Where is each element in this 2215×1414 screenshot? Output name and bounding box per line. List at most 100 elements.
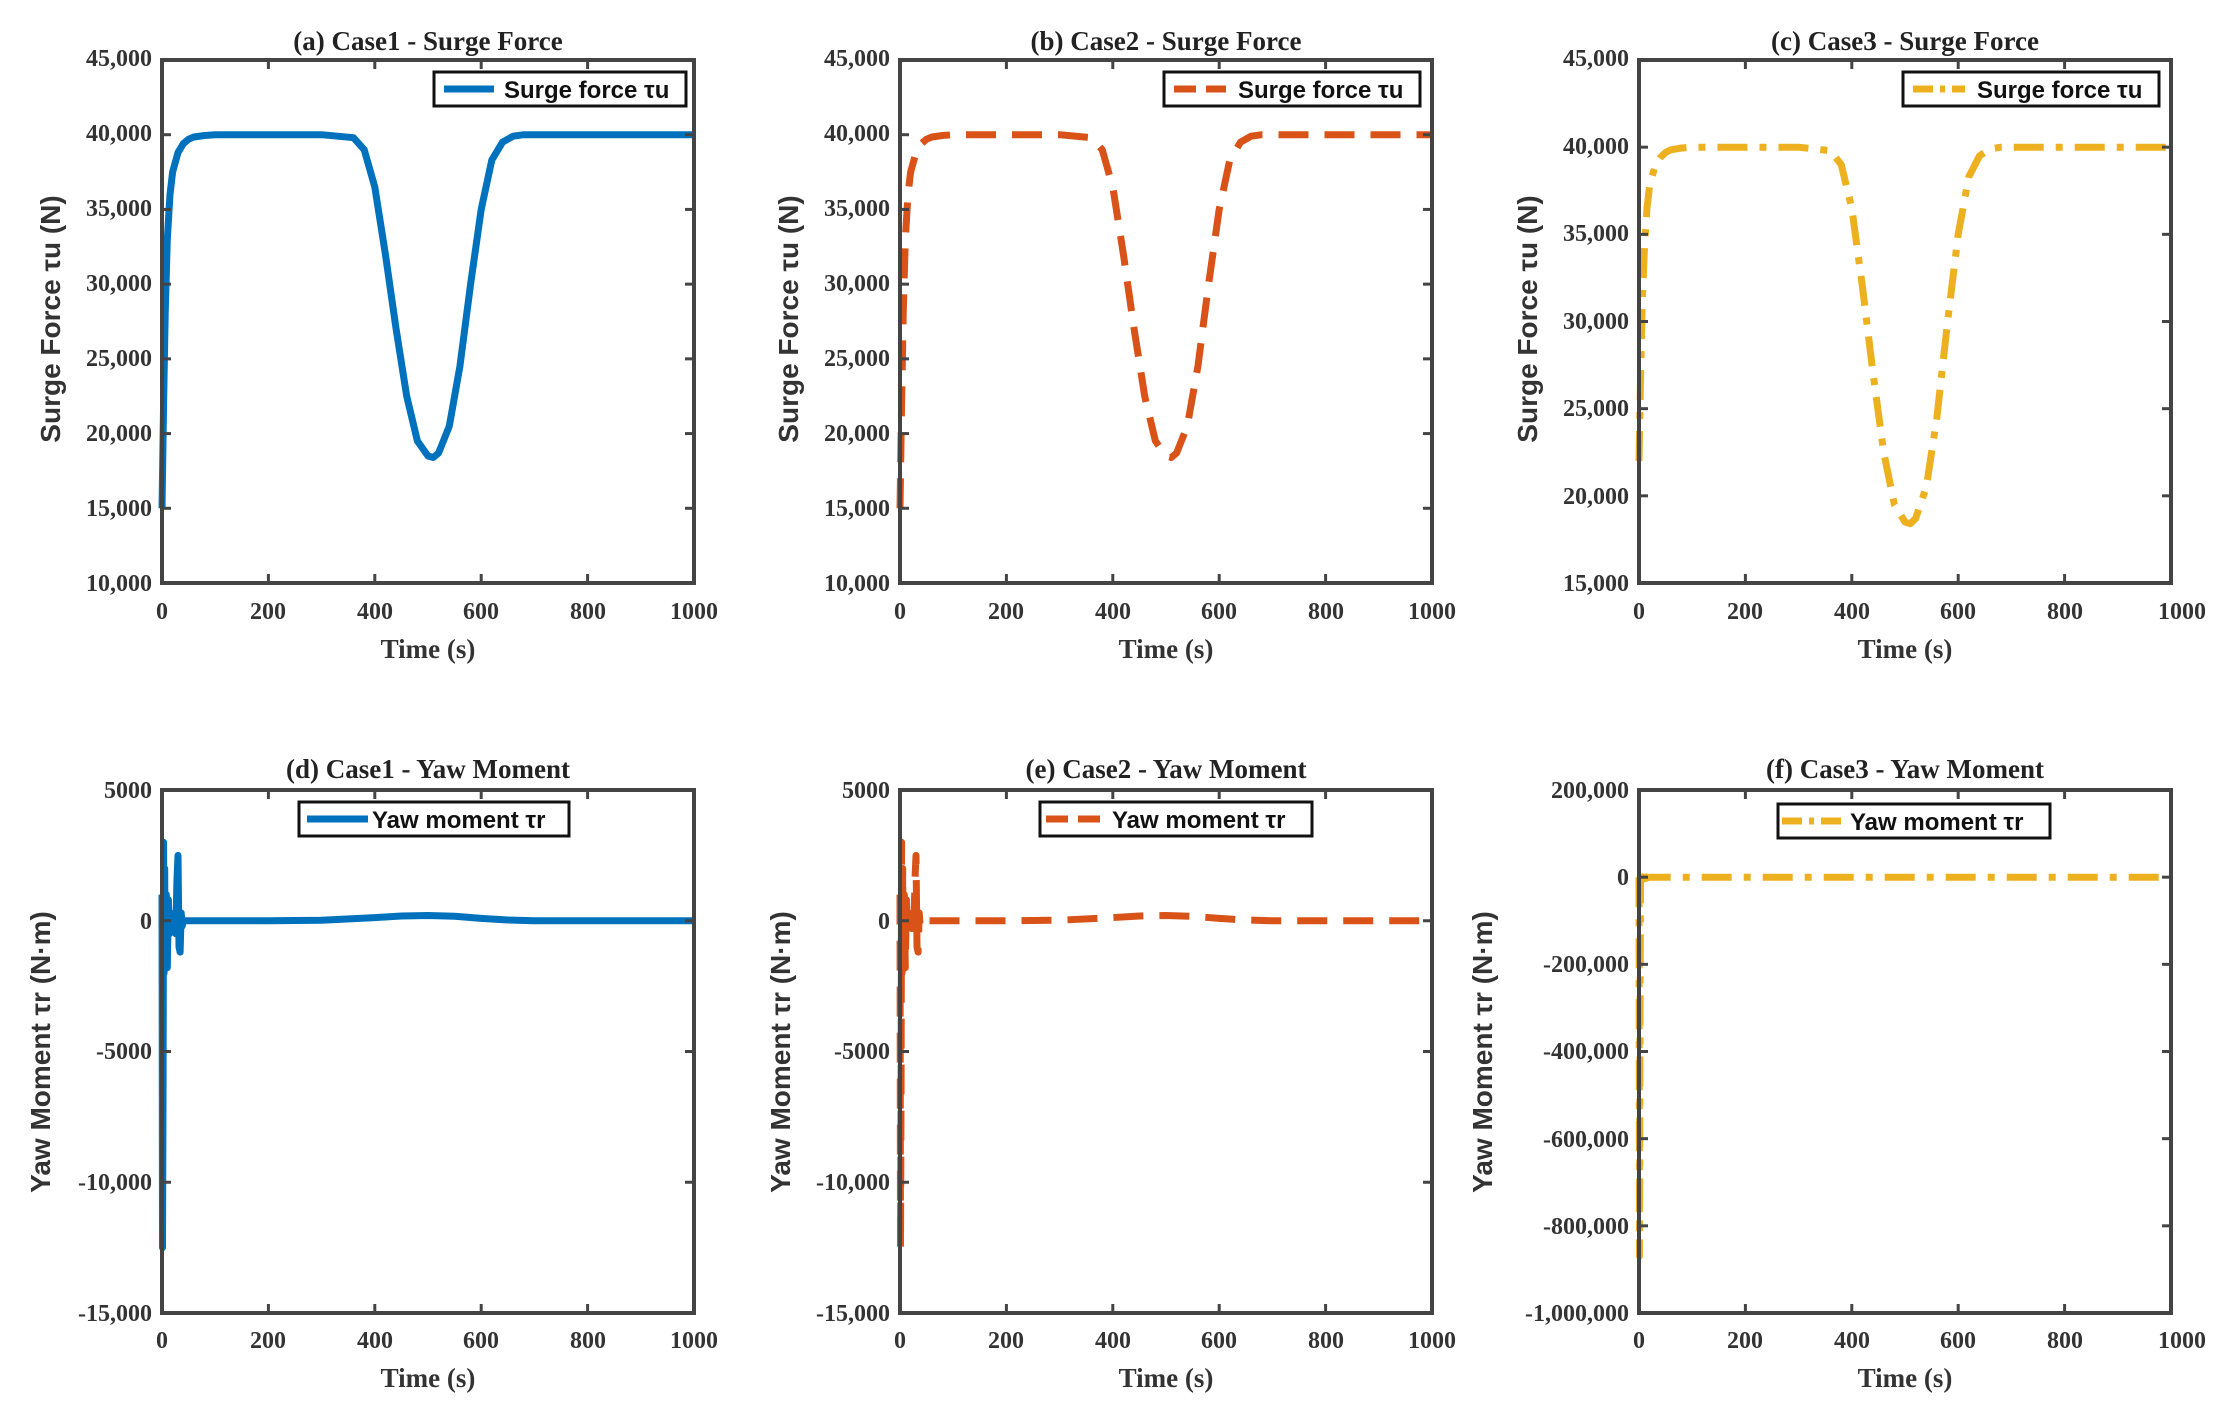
xtick-b-0: 0 [894,599,906,625]
xtick-d-3: 600 [463,1328,499,1354]
ytick-f-3: -400,000 [1543,1039,1629,1065]
ytick-a-2: 20,000 [86,421,152,447]
title-b: (b) Case2 - Surge Force [1031,26,1302,56]
xtick-b-5: 1000 [1408,599,1456,625]
ytick-e-1: -10,000 [816,1170,890,1196]
ytick-d-2: -5000 [96,1039,152,1065]
xtick-c-5: 1000 [2158,599,2206,625]
xtick-f-3: 600 [1940,1328,1976,1354]
ylabel-c: Surge Force τu (N) [1512,195,1543,442]
xtick-e-0: 0 [894,1328,906,1354]
ylabel-e: Yaw Moment τr (N·m) [765,911,796,1193]
xtick-f-5: 1000 [2158,1328,2206,1354]
xtick-a-1: 200 [250,599,286,625]
xtick-e-1: 200 [988,1328,1024,1354]
ylabel-f: Yaw Moment τr (N·m) [1467,911,1498,1193]
ytick-f-2: -600,000 [1543,1127,1629,1153]
legend-label-d: Yaw moment τr [372,807,545,834]
xtick-a-4: 800 [570,599,606,625]
ytick-e-2: -5000 [834,1039,890,1065]
ytick-a-5: 35,000 [86,196,152,222]
xlabel-d: Time (s) [381,1363,476,1393]
xticks-b: 0 200 400 600 800 1000 [894,599,1456,625]
ytick-d-1: -10,000 [78,1170,152,1196]
ytick-a-7: 45,000 [86,46,152,72]
ytick-c-3: 30,000 [1563,309,1629,335]
xticks-d: 0 200 400 600 800 1000 [156,1328,718,1354]
yticks-e: -15,000 -10,000 -5000 0 5000 [816,778,890,1327]
legend-c: Surge force τu [1901,70,2161,108]
series-a [158,131,694,509]
legend-label-b: Surge force τu [1238,77,1403,104]
xtick-c-4: 800 [2047,599,2083,625]
xlabel-e: Time (s) [1119,1363,1214,1393]
title-d: (d) Case1 - Yaw Moment [286,754,570,784]
ytick-c-0: 15,000 [1563,571,1629,597]
yticks-c: 15,000 20,000 25,000 30,000 35,000 40,00… [1563,46,1629,597]
series-e [896,838,1432,1252]
xticks-c: 0 200 400 600 800 1000 [1633,599,2206,625]
ytick-b-6: 40,000 [824,121,890,147]
ytick-e-3: 0 [878,909,890,935]
xticks-a: 0 200 400 600 800 1000 [156,599,718,625]
ytick-a-1: 15,000 [86,496,152,522]
title-c: (c) Case3 - Surge Force [1771,26,2039,56]
xlabel-f: Time (s) [1858,1363,1953,1393]
series-f [1635,865,2171,1260]
ytick-b-5: 35,000 [824,196,890,222]
ytick-f-5: 0 [1617,865,1629,891]
xtick-f-1: 200 [1727,1328,1763,1354]
ytick-f-1: -800,000 [1543,1214,1629,1240]
ytick-a-3: 25,000 [86,346,152,372]
legend-a: Surge force τu [432,70,688,108]
ytick-b-7: 45,000 [824,46,890,72]
legend-f: Yaw moment τr [1776,802,2052,840]
ytick-f-6: 200,000 [1551,778,1629,804]
axes-frame-b [898,58,1434,585]
ytick-e-4: 5000 [842,778,890,804]
xtick-d-5: 1000 [670,1328,718,1354]
subplot-d: (d) Case1 - Yaw Moment -15,000 -10,000 -… [25,754,718,1393]
series-d [158,838,694,1252]
xtick-a-5: 1000 [670,599,718,625]
xtick-e-5: 1000 [1408,1328,1456,1354]
ytick-a-6: 40,000 [86,121,152,147]
legend-label-f: Yaw moment τr [1850,809,2023,836]
yticks-a: 10,000 15,000 20,000 25,000 30,000 35,00… [86,46,152,597]
xticks-e: 0 200 400 600 800 1000 [894,1328,1456,1354]
ytick-d-4: 5000 [104,778,152,804]
xtick-a-2: 400 [357,599,393,625]
yticks-b: 10,000 15,000 20,000 25,000 30,000 35,00… [824,46,890,597]
xtick-c-1: 200 [1727,599,1763,625]
xtick-a-0: 0 [156,599,168,625]
legend-label-c: Surge force τu [1977,77,2142,104]
ytick-a-0: 10,000 [86,571,152,597]
axes-frame-a [160,58,696,585]
xtick-b-3: 600 [1201,599,1237,625]
subplot-e: (e) Case2 - Yaw Moment -15,000 -10,000 -… [765,754,1456,1393]
subplot-f: (f) Case3 - Yaw Moment -1,000,000 -800,0… [1467,754,2206,1393]
xtick-f-0: 0 [1633,1328,1645,1354]
subplot-c: (c) Case3 - Surge Force 15,000 20,000 25… [1512,26,2206,664]
ytick-c-5: 40,000 [1563,134,1629,160]
legend-d: Yaw moment τr [297,800,571,838]
ytick-c-6: 45,000 [1563,46,1629,72]
xtick-d-2: 400 [357,1328,393,1354]
ylabel-d: Yaw Moment τr (N·m) [25,911,56,1193]
xtick-a-3: 600 [463,599,499,625]
xtick-c-3: 600 [1940,599,1976,625]
xtick-d-0: 0 [156,1328,168,1354]
xtick-b-1: 200 [988,599,1024,625]
axes-frame-f [1637,788,2173,1315]
ytick-f-4: -200,000 [1543,952,1629,978]
subplot-b: (b) Case2 - Surge Force 10,000 15,000 20… [773,26,1456,664]
yticks-d: -15,000 -10,000 -5000 0 5000 [78,778,152,1327]
series-c [1635,143,2171,528]
ytick-c-4: 35,000 [1563,221,1629,247]
xtick-d-1: 200 [250,1328,286,1354]
ytick-a-4: 30,000 [86,271,152,297]
ylabel-b: Surge Force τu (N) [773,195,804,442]
legend-label-e: Yaw moment τr [1112,807,1285,834]
ytick-c-1: 20,000 [1563,484,1629,510]
ytick-b-2: 20,000 [824,421,890,447]
